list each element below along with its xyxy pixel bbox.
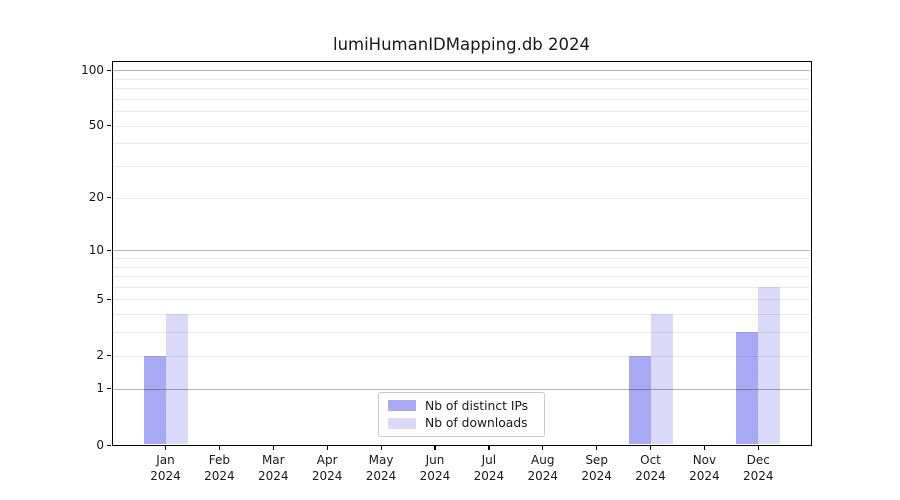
x-tick-month: Aug (531, 453, 555, 467)
x-tick-mark (165, 446, 167, 450)
y-tick-mark (107, 249, 111, 251)
x-tick-month: Dec (746, 453, 770, 467)
legend-label-distinct-ips: Nb of distinct IPs (425, 398, 529, 413)
x-tick-mark (488, 446, 490, 450)
x-tick-year: 2024 (581, 468, 612, 483)
y-tick-label: 5 (96, 291, 104, 306)
legend-swatch-distinct-ips-icon (388, 400, 416, 412)
y-tick-mark (107, 355, 111, 357)
x-tick-mark (218, 446, 221, 450)
x-tick-month: Feb (208, 453, 231, 467)
x-tick-label: Sep 2024 (567, 453, 627, 484)
y-tick-label: 20 (88, 190, 104, 205)
x-tick-month: Mar (261, 453, 285, 467)
y-tick-mark (107, 444, 111, 446)
x-tick-month: Jan (156, 453, 175, 467)
y-tick-mark (107, 388, 111, 390)
x-tick-month: Sep (585, 453, 608, 467)
x-tick-label: Feb 2024 (189, 453, 249, 484)
y-tick-label: 0 (96, 437, 104, 452)
x-tick-year: 2024 (365, 468, 397, 483)
x-tick-mark (650, 446, 652, 450)
x-tick-year: 2024 (689, 468, 720, 483)
x-tick-month: Oct (640, 453, 661, 467)
x-tick-mark (380, 446, 382, 450)
y-tick-label: 100 (81, 62, 104, 77)
legend-label-downloads: Nb of downloads (425, 416, 528, 431)
x-tick-year: 2024 (473, 468, 505, 483)
legend-item-downloads: Nb of downloads (388, 416, 535, 430)
x-tick-month: Apr (316, 453, 338, 467)
x-tick-year: 2024 (527, 468, 558, 483)
y-tick-label: 2 (96, 348, 104, 363)
x-tick-month: Jul (481, 453, 497, 467)
x-tick-month: May (368, 453, 394, 467)
legend-swatch-downloads-icon (388, 417, 416, 429)
x-tick-mark (326, 446, 328, 450)
y-tick-label: 1 (96, 381, 104, 396)
x-tick-year: 2024 (419, 468, 451, 483)
x-tick-month: Jun (425, 453, 445, 467)
x-tick-label: May 2024 (351, 453, 411, 484)
x-tick-label: Jan 2024 (136, 453, 196, 484)
x-tick-label: Dec 2024 (728, 453, 788, 484)
plot-area (112, 61, 812, 446)
x-tick-label: Nov 2024 (674, 453, 734, 484)
y-tick-mark (107, 125, 111, 127)
x-tick-month: Nov (692, 453, 717, 467)
y-tick-label: 50 (88, 118, 104, 133)
chart-title: lumiHumanIDMapping.db 2024 (332, 35, 590, 54)
y-tick-mark (107, 197, 111, 199)
x-tick-label: Aug 2024 (513, 453, 573, 484)
x-tick-label: Mar 2024 (243, 453, 303, 484)
legend-item-distinct-ips: Nb of distinct IPs (388, 399, 535, 413)
x-tick-mark (542, 446, 544, 450)
x-tick-year: 2024 (258, 468, 289, 483)
y-tick-mark (107, 69, 111, 71)
x-tick-year: 2024 (311, 468, 343, 483)
x-tick-year: 2024 (150, 468, 181, 483)
x-tick-label: Jul 2024 (459, 453, 519, 484)
legend: Nb of distinct IPs Nb of downloads (378, 392, 545, 437)
x-tick-mark (757, 446, 759, 450)
x-tick-mark (596, 446, 598, 450)
x-tick-mark (434, 446, 436, 450)
x-tick-year: 2024 (743, 468, 774, 483)
x-tick-mark (703, 446, 706, 450)
y-tick-mark (107, 298, 111, 301)
x-tick-year: 2024 (204, 468, 235, 483)
x-tick-label: Oct 2024 (621, 453, 681, 484)
y-tick-label: 10 (88, 242, 104, 257)
x-tick-year: 2024 (635, 468, 666, 483)
x-tick-label: Jun 2024 (405, 453, 465, 484)
x-tick-mark (272, 446, 274, 450)
x-tick-label: Apr 2024 (297, 453, 357, 484)
